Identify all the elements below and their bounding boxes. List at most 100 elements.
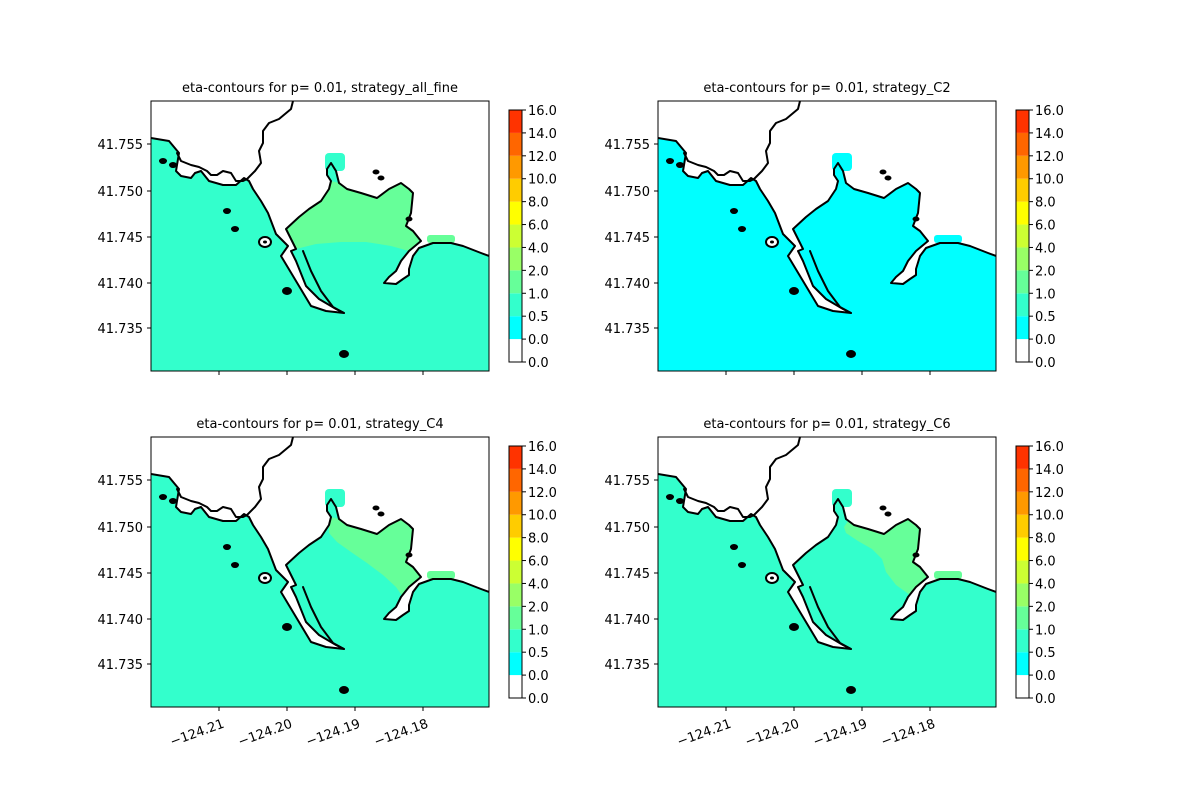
- y-tick-label: 41.740: [98, 277, 144, 292]
- colorbar-band: [1016, 446, 1029, 469]
- rock-island: [339, 350, 349, 358]
- colorbar-band: [509, 270, 522, 294]
- inland-patch: [832, 489, 852, 507]
- plot-area: [658, 101, 996, 371]
- contour-panel-1: eta-contours for p= 0.01, strategy_all_f…: [98, 81, 557, 375]
- colorbar-tick-label: 6.0: [528, 555, 549, 570]
- colorbar-tick-label: 0.0: [528, 356, 549, 371]
- inland-patch: [832, 153, 852, 171]
- colorbar-tick-label: 6.0: [528, 219, 549, 234]
- rock-island: [666, 158, 674, 164]
- colorbar-tick-label: 10.0: [528, 173, 557, 188]
- rock-island: [738, 226, 746, 232]
- contour-panel-2: eta-contours for p= 0.01, strategy_C2 41.…: [605, 81, 1064, 375]
- colorbar-tick-label: 14.0: [528, 463, 557, 478]
- contour-panel-4: eta-contours for p= 0.01, strategy_C6 41.…: [605, 417, 1064, 750]
- colorbar-tick-label: 0.5: [1035, 646, 1056, 661]
- y-tick-label: 41.735: [605, 322, 651, 337]
- rock-island: [282, 623, 292, 631]
- shore-patch: [934, 571, 962, 579]
- colorbar-tick-label: 14.0: [1035, 463, 1064, 478]
- colorbar-band: [1016, 652, 1029, 676]
- colorbar-tick-label: 0.0: [528, 692, 549, 707]
- colorbar-band: [1016, 629, 1029, 653]
- rock-island: [912, 216, 920, 222]
- inland-patch: [325, 153, 345, 171]
- y-tick-label: 41.750: [98, 521, 144, 536]
- colorbar-tick-label: 1.0: [1035, 623, 1056, 638]
- inland-patch: [325, 489, 345, 507]
- colorbar-band: [1016, 178, 1029, 202]
- colorbar: 0.0 0.0 0.5 1.0 2.0 4.0 6.0 8.0 10.0 12.0 14.0 16.0: [1015, 104, 1064, 371]
- rock-island: [339, 686, 349, 694]
- colorbar-band: [509, 178, 522, 202]
- colorbar-tick-label: 12.0: [528, 150, 557, 165]
- panel-title: eta-contours for p= 0.01, strategy_all_f…: [182, 81, 458, 96]
- x-tick-label: −124.21: [168, 717, 226, 750]
- y-tick-label: 41.745: [98, 567, 144, 582]
- rock-island: [231, 562, 239, 568]
- colorbar-band: [1016, 514, 1029, 538]
- colorbar-band: [509, 339, 522, 362]
- plot-area: [151, 101, 489, 371]
- colorbar-band: [509, 537, 522, 561]
- y-tick-label: 41.755: [98, 138, 144, 153]
- colorbar-band: [509, 468, 522, 492]
- colorbar-tick-label: 16.0: [528, 104, 557, 119]
- colorbar-tick-label: 8.0: [528, 532, 549, 547]
- rock-island: [730, 544, 738, 550]
- colorbar-tick-label: 10.0: [1035, 173, 1064, 188]
- colorbar-tick-label: 8.0: [1035, 532, 1056, 547]
- colorbar-tick-label: 2.0: [1035, 600, 1056, 615]
- rock-island: [405, 552, 413, 558]
- colorbar-tick-label: 0.0: [528, 669, 549, 684]
- axes-frame: [150, 436, 490, 708]
- y-tick-label: 41.750: [605, 521, 651, 536]
- axes-frame: [150, 100, 490, 372]
- rock-island: [666, 494, 674, 500]
- colorbar-band: [1016, 293, 1029, 317]
- colorbar-band: [1016, 537, 1029, 561]
- panel-title: eta-contours for p= 0.01, strategy_C4: [196, 417, 443, 432]
- colorbar-tick-label: 0.0: [1035, 669, 1056, 684]
- colorbar-band: [1016, 491, 1029, 515]
- colorbar: 0.0 0.0 0.5 1.0 2.0 4.0 6.0 8.0 10.0 12.0 14.0 16.0: [1015, 440, 1064, 707]
- y-tick-label: 41.755: [605, 474, 651, 489]
- colorbar-tick-label: 0.5: [1035, 310, 1056, 325]
- colorbar-frame: [508, 109, 523, 363]
- rock-island: [377, 175, 385, 181]
- colorbar-tick-label: 12.0: [1035, 486, 1064, 501]
- x-tick-label: −124.19: [811, 717, 869, 750]
- colorbar-tick-label: 1.0: [528, 287, 549, 302]
- rock-island-core: [263, 576, 267, 580]
- rock-island: [223, 544, 231, 550]
- colorbar-band: [509, 293, 522, 317]
- colorbar-tick-label: 4.0: [528, 577, 549, 592]
- y-tick-label: 41.750: [605, 185, 651, 200]
- rock-island: [912, 552, 920, 558]
- colorbar-band: [1016, 316, 1029, 340]
- colorbar-band: [1016, 606, 1029, 630]
- colorbar-tick-label: 2.0: [1035, 264, 1056, 279]
- colorbar-tick-label: 8.0: [528, 196, 549, 211]
- colorbar-band: [1016, 110, 1029, 133]
- y-tick-label: 41.755: [605, 138, 651, 153]
- panel-title: eta-contours for p= 0.01, strategy_C6: [703, 417, 950, 432]
- y-tick-label: 41.735: [605, 658, 651, 673]
- colorbar-tick-label: 0.0: [1035, 333, 1056, 348]
- colorbar-band: [1016, 339, 1029, 362]
- plot-area: [658, 437, 996, 707]
- rock-island-core: [263, 240, 267, 244]
- rock-island: [846, 350, 856, 358]
- colorbar-band: [509, 652, 522, 676]
- rock-island: [377, 511, 385, 517]
- y-tick-label: 41.735: [98, 322, 144, 337]
- colorbar-tick-label: 1.0: [1035, 287, 1056, 302]
- rock-island: [738, 562, 746, 568]
- colorbar-band: [509, 491, 522, 515]
- colorbar-frame: [508, 445, 523, 699]
- rock-island: [223, 208, 231, 214]
- shore-patch: [427, 235, 455, 243]
- y-tick-label: 41.745: [98, 231, 144, 246]
- colorbar-tick-label: 6.0: [1035, 555, 1056, 570]
